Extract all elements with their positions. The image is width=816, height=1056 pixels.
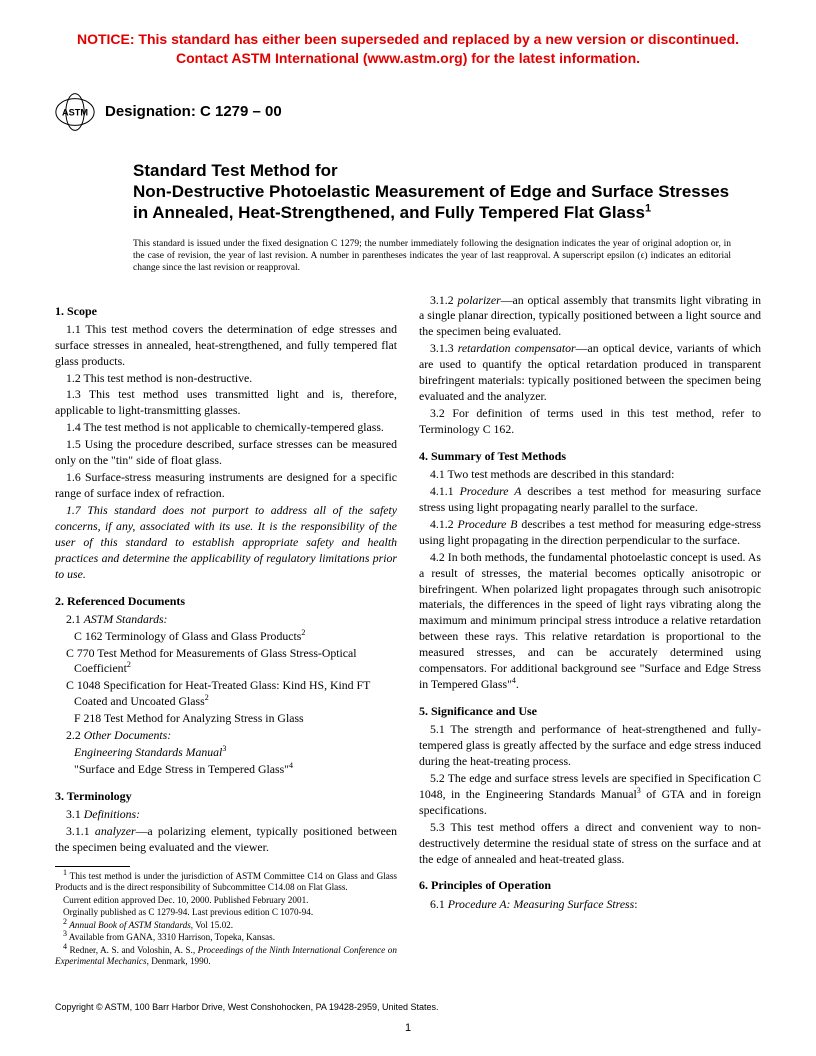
s3-t3: 3.1.3 retardation compensator—an optical… [419, 341, 761, 405]
title-line1: Standard Test Method for [133, 161, 338, 180]
copyright-line: Copyright © ASTM, 100 Barr Harbor Drive,… [55, 1002, 439, 1012]
s5-p1: 5.1 The strength and performance of heat… [419, 722, 761, 770]
fn3: 3 Available from GANA, 3310 Harrison, To… [55, 932, 397, 944]
astm-logo: ASTM [55, 92, 95, 132]
s2-r3: C 1048 Specification for Heat-Treated Gl… [66, 678, 397, 710]
s2-r2: C 770 Test Method for Measurements of Gl… [66, 646, 397, 678]
s6-p1: 6.1 Procedure A: Measuring Surface Stres… [419, 897, 761, 913]
notice-banner: NOTICE: This standard has either been su… [55, 30, 761, 68]
s2-r6: "Surface and Edge Stress in Tempered Gla… [66, 762, 397, 778]
footnote-rule [55, 866, 130, 867]
section-3-head: 3. Terminology [55, 788, 397, 804]
s3-p1: 3.1 Definitions: [55, 807, 397, 823]
s1-p4: 1.4 The test method is not applicable to… [55, 420, 397, 436]
s1-p7: 1.7 This standard does not purport to ad… [55, 503, 397, 583]
title-sup: 1 [645, 203, 651, 215]
s2-r4: F 218 Test Method for Analyzing Stress i… [66, 711, 397, 727]
s1-p2: 1.2 This test method is non-destructive. [55, 371, 397, 387]
fn1c: Orginally published as C 1279-94. Last p… [55, 907, 397, 919]
fn1: 1 This test method is under the jurisdic… [55, 871, 397, 894]
s4-p3: 4.1.2 Procedure B describes a test metho… [419, 517, 761, 549]
s3-p2: 3.2 For definition of terms used in this… [419, 406, 761, 438]
s1-p3: 1.3 This test method uses transmitted li… [55, 387, 397, 419]
s3-t2: 3.1.2 polarizer—an optical assembly that… [419, 293, 761, 341]
document-title: Standard Test Method for Non-Destructive… [133, 160, 731, 224]
issuance-note: This standard is issued under the fixed … [133, 238, 731, 275]
s4-p2: 4.1.1 Procedure A describes a test metho… [419, 484, 761, 516]
notice-line1: NOTICE: This standard has either been su… [77, 31, 739, 47]
s4-p4: 4.2 In both methods, the fundamental pho… [419, 550, 761, 693]
s4-p1: 4.1 Two test methods are described in th… [419, 467, 761, 483]
fn4: 4 Redner, A. S. and Voloshin, A. S., Pro… [55, 945, 397, 968]
footnotes: 1 This test method is under the jurisdic… [55, 871, 397, 968]
s2-r1: C 162 Terminology of Glass and Glass Pro… [66, 629, 397, 645]
s2-p1: 2.1 ASTM Standards: [55, 612, 397, 628]
section-4-head: 4. Summary of Test Methods [419, 448, 761, 464]
s5-p3: 5.3 This test method offers a direct and… [419, 820, 761, 868]
s3-t1: 3.1.1 analyzer—a polarizing element, typ… [55, 824, 397, 856]
notice-line2: Contact ASTM International (www.astm.org… [176, 50, 640, 66]
header-row: ASTM Designation: C 1279 – 00 [55, 92, 761, 132]
body-columns: 1. Scope 1.1 This test method covers the… [55, 293, 761, 968]
svg-text:ASTM: ASTM [62, 107, 88, 117]
title-block: Standard Test Method for Non-Destructive… [133, 160, 731, 275]
s2-r5: Engineering Standards Manual3 [66, 745, 397, 761]
page: NOTICE: This standard has either been su… [0, 0, 816, 1056]
s1-p6: 1.6 Surface-stress measuring instruments… [55, 470, 397, 502]
s1-p5: 1.5 Using the procedure described, surfa… [55, 437, 397, 469]
page-number: 1 [0, 1022, 816, 1034]
section-1-head: 1. Scope [55, 303, 397, 319]
fn2: 2 Annual Book of ASTM Standards, Vol 15.… [55, 920, 397, 932]
designation-label: Designation: C 1279 – 00 [105, 103, 282, 120]
title-line2: Non-Destructive Photoelastic Measurement… [133, 182, 729, 222]
s5-p2: 5.2 The edge and surface stress levels a… [419, 771, 761, 819]
section-5-head: 5. Significance and Use [419, 703, 761, 719]
s2-p2: 2.2 Other Documents: [55, 728, 397, 744]
s1-p1: 1.1 This test method covers the determin… [55, 322, 397, 370]
fn1b: Current edition approved Dec. 10, 2000. … [55, 895, 397, 907]
section-6-head: 6. Principles of Operation [419, 877, 761, 893]
section-2-head: 2. Referenced Documents [55, 593, 397, 609]
